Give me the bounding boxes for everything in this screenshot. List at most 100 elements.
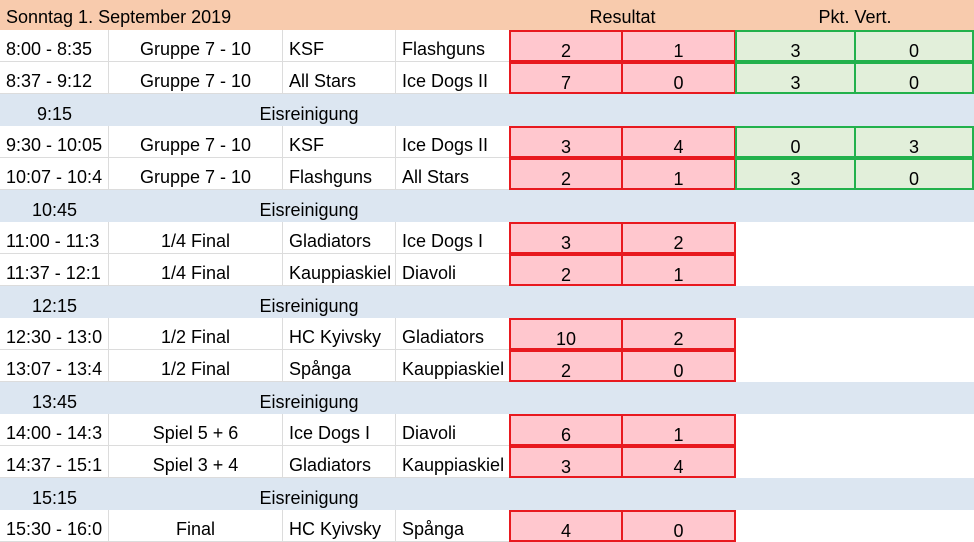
score-home[interactable]: 2 xyxy=(509,350,623,382)
away-team[interactable]: Kauppiaskiel xyxy=(396,350,509,382)
away-team[interactable]: Diavoli xyxy=(396,254,509,286)
points-home[interactable]: 3 xyxy=(735,30,856,62)
break-label[interactable]: Eisreinigung xyxy=(259,104,359,124)
score-away[interactable]: 0 xyxy=(621,350,736,382)
game-time[interactable]: 11:00 - 11:3 xyxy=(0,222,109,254)
score-home[interactable]: 3 xyxy=(509,126,623,158)
game-row: 14:37 - 15:1 Spiel 3 + 4 Gladiators Kauppia… xyxy=(0,446,974,478)
away-team[interactable]: Diavoli xyxy=(396,414,509,446)
score-away[interactable]: 4 xyxy=(621,126,736,158)
away-team[interactable]: Ice Dogs II xyxy=(396,126,509,158)
break-time[interactable]: 10:45 xyxy=(31,200,78,220)
score-away[interactable]: 2 xyxy=(621,318,736,350)
points-home[interactable]: 3 xyxy=(735,158,856,190)
game-time[interactable]: 11:37 - 12:1 xyxy=(0,254,109,286)
break-label[interactable]: Eisreinigung xyxy=(259,200,359,220)
points-home[interactable]: 0 xyxy=(735,126,856,158)
header-row: Sonntag 1. September 2019 Resultat Pkt. … xyxy=(0,0,974,30)
score-home[interactable]: 6 xyxy=(509,414,623,446)
game-row: 15:30 - 16:0 Final HC Kyivsky Spånga 4 0 xyxy=(0,510,974,542)
score-home[interactable]: 2 xyxy=(509,30,623,62)
break-time[interactable]: 15:15 xyxy=(31,488,78,508)
game-group[interactable]: Spiel 3 + 4 xyxy=(109,446,283,478)
game-group[interactable]: 1/4 Final xyxy=(109,254,283,286)
home-team[interactable]: Flashguns xyxy=(283,158,396,190)
points-away[interactable]: 0 xyxy=(854,62,974,94)
home-team[interactable]: KSF xyxy=(283,126,396,158)
away-team[interactable]: Ice Dogs II xyxy=(396,62,509,94)
game-time[interactable]: 8:00 - 8:35 xyxy=(0,30,109,62)
home-team[interactable]: Ice Dogs I xyxy=(283,414,396,446)
break-label[interactable]: Eisreinigung xyxy=(259,392,359,412)
away-team[interactable]: Spånga xyxy=(396,510,509,542)
game-row: 12:30 - 13:0 1/2 Final HC Kyivsky Gladiator… xyxy=(0,318,974,350)
score-away[interactable]: 2 xyxy=(621,222,736,254)
game-time[interactable]: 9:30 - 10:05 xyxy=(0,126,109,158)
score-home[interactable]: 4 xyxy=(509,510,623,542)
game-time[interactable]: 12:30 - 13:0 xyxy=(0,318,109,350)
score-away[interactable]: 0 xyxy=(621,62,736,94)
home-team[interactable]: Gladiators xyxy=(283,222,396,254)
score-away[interactable]: 4 xyxy=(621,446,736,478)
game-row: 9:30 - 10:05 Gruppe 7 - 10 KSF Ice Dogs II 3… xyxy=(0,126,974,158)
home-team[interactable]: HC Kyivsky xyxy=(283,510,396,542)
home-team[interactable]: Spånga xyxy=(283,350,396,382)
away-team[interactable]: Gladiators xyxy=(396,318,509,350)
away-team[interactable]: Flashguns xyxy=(396,30,509,62)
home-team[interactable]: Gladiators xyxy=(283,446,396,478)
score-away[interactable]: 0 xyxy=(621,510,736,542)
game-time[interactable]: 15:30 - 16:0 xyxy=(0,510,109,542)
game-group[interactable]: 1/4 Final xyxy=(109,222,283,254)
game-row: 13:07 - 13:4 1/2 Final Spånga Kauppiaskiel 2… xyxy=(0,350,974,382)
game-time[interactable]: 10:07 - 10:4 xyxy=(0,158,109,190)
break-row: 12:15 Eisreinigung xyxy=(0,286,974,318)
score-home[interactable]: 10 xyxy=(509,318,623,350)
score-home[interactable]: 2 xyxy=(509,158,623,190)
score-away[interactable]: 1 xyxy=(621,30,736,62)
game-group[interactable]: Final xyxy=(109,510,283,542)
break-label[interactable]: Eisreinigung xyxy=(259,296,359,316)
away-team[interactable]: Kauppiaskiel xyxy=(396,446,509,478)
score-away[interactable]: 1 xyxy=(621,414,736,446)
score-away[interactable]: 1 xyxy=(621,158,736,190)
game-group[interactable]: Gruppe 7 - 10 xyxy=(109,158,283,190)
home-team[interactable]: HC Kyivsky xyxy=(283,318,396,350)
result-header[interactable]: Resultat xyxy=(589,7,656,27)
break-row: 9:15 Eisreinigung xyxy=(0,94,974,126)
game-group[interactable]: 1/2 Final xyxy=(109,318,283,350)
break-time[interactable]: 9:15 xyxy=(36,104,73,124)
break-row: 13:45 Eisreinigung xyxy=(0,382,974,414)
points-away[interactable]: 3 xyxy=(854,126,974,158)
break-time[interactable]: 12:15 xyxy=(31,296,78,316)
home-team[interactable]: KSF xyxy=(283,30,396,62)
game-group[interactable]: Gruppe 7 - 10 xyxy=(109,30,283,62)
score-home[interactable]: 3 xyxy=(509,222,623,254)
game-row: 10:07 - 10:4 Gruppe 7 - 10 Flashguns All St… xyxy=(0,158,974,190)
game-time[interactable]: 14:00 - 14:3 xyxy=(0,414,109,446)
game-row: 11:37 - 12:1 1/4 Final Kauppiaskiel Diavoli… xyxy=(0,254,974,286)
score-home[interactable]: 2 xyxy=(509,254,623,286)
game-group[interactable]: Gruppe 7 - 10 xyxy=(109,126,283,158)
away-team[interactable]: Ice Dogs I xyxy=(396,222,509,254)
game-time[interactable]: 14:37 - 15:1 xyxy=(0,446,109,478)
game-group[interactable]: 1/2 Final xyxy=(109,350,283,382)
away-team[interactable]: All Stars xyxy=(396,158,509,190)
break-time[interactable]: 13:45 xyxy=(31,392,78,412)
points-home[interactable]: 3 xyxy=(735,62,856,94)
points-away[interactable]: 0 xyxy=(854,158,974,190)
break-row: 15:15 Eisreinigung xyxy=(0,478,974,510)
score-away[interactable]: 1 xyxy=(621,254,736,286)
game-time[interactable]: 8:37 - 9:12 xyxy=(0,62,109,94)
game-group[interactable]: Gruppe 7 - 10 xyxy=(109,62,283,94)
game-time[interactable]: 13:07 - 13:4 xyxy=(0,350,109,382)
score-home[interactable]: 3 xyxy=(509,446,623,478)
points-away[interactable]: 0 xyxy=(854,30,974,62)
date-header[interactable]: Sonntag 1. September 2019 xyxy=(6,7,232,27)
break-label[interactable]: Eisreinigung xyxy=(259,488,359,508)
score-home[interactable]: 7 xyxy=(509,62,623,94)
game-group[interactable]: Spiel 5 + 6 xyxy=(109,414,283,446)
home-team[interactable]: Kauppiaskiel xyxy=(283,254,396,286)
points-header[interactable]: Pkt. Vert. xyxy=(818,7,892,27)
home-team[interactable]: All Stars xyxy=(283,62,396,94)
